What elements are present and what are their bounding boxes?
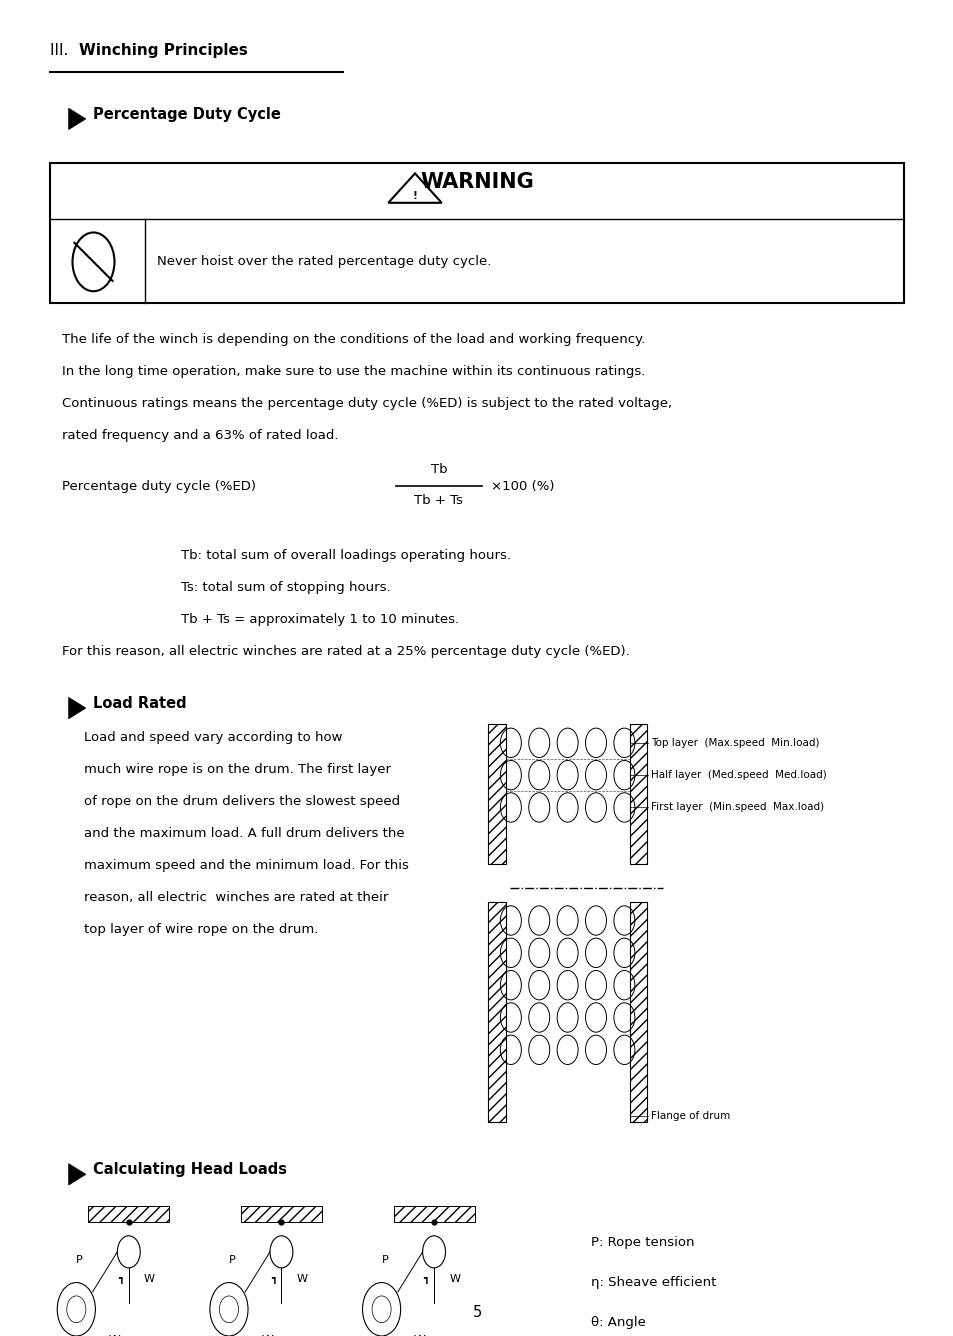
- Bar: [488, 724, 505, 864]
- Bar: [50, 163, 903, 303]
- Text: Load and speed vary according to how: Load and speed vary according to how: [84, 731, 342, 744]
- Text: ┓: ┓: [271, 1273, 276, 1283]
- Bar: [88, 1206, 170, 1222]
- Text: reason, all electric  winches are rated at their: reason, all electric winches are rated a…: [84, 891, 388, 904]
- Text: W: W: [296, 1273, 308, 1284]
- Text: Tb + Ts = approximately 1 to 10 minutes.: Tb + Ts = approximately 1 to 10 minutes.: [181, 613, 459, 627]
- Text: W: W: [414, 1333, 425, 1336]
- Polygon shape: [69, 697, 86, 719]
- Text: ┓: ┓: [423, 1273, 429, 1283]
- Text: For this reason, all electric winches are rated at a 25% percentage duty cycle (: For this reason, all electric winches ar…: [62, 645, 629, 659]
- Text: The life of the winch is depending on the conditions of the load and working fre: The life of the winch is depending on th…: [62, 333, 644, 346]
- Text: Tb + Ts: Tb + Ts: [414, 494, 463, 508]
- Text: rated frequency and a 63% of rated load.: rated frequency and a 63% of rated load.: [62, 429, 338, 442]
- Text: P: P: [229, 1255, 235, 1265]
- Text: W: W: [449, 1273, 460, 1284]
- Text: P: P: [76, 1255, 83, 1265]
- Text: P: Rope tension: P: Rope tension: [591, 1236, 694, 1249]
- Bar: [488, 902, 505, 1122]
- Text: III.: III.: [50, 43, 72, 57]
- Text: Percentage duty cycle (%ED): Percentage duty cycle (%ED): [62, 480, 255, 493]
- Text: WARNING: WARNING: [419, 172, 534, 191]
- Text: θ: Angle: θ: Angle: [591, 1316, 646, 1329]
- Text: Percentage Duty Cycle: Percentage Duty Cycle: [93, 107, 281, 122]
- Text: top layer of wire rope on the drum.: top layer of wire rope on the drum.: [84, 923, 318, 937]
- Text: Flange of drum: Flange of drum: [650, 1110, 729, 1121]
- Bar: [629, 902, 646, 1122]
- Text: Half layer  (Med.speed  Med.load): Half layer (Med.speed Med.load): [650, 770, 825, 780]
- Text: ×100 (%): ×100 (%): [491, 480, 555, 493]
- Text: W: W: [144, 1273, 155, 1284]
- Text: P: P: [381, 1255, 388, 1265]
- Text: First layer  (Min.speed  Max.load): First layer (Min.speed Max.load): [650, 803, 822, 812]
- Text: Ts: total sum of stopping hours.: Ts: total sum of stopping hours.: [181, 581, 391, 595]
- Text: W: W: [109, 1333, 120, 1336]
- Text: η: Sheave efficient: η: Sheave efficient: [591, 1276, 716, 1289]
- Bar: [393, 1206, 475, 1222]
- Text: 5: 5: [472, 1305, 481, 1320]
- Text: much wire rope is on the drum. The first layer: much wire rope is on the drum. The first…: [84, 763, 391, 776]
- Text: Winching Principles: Winching Principles: [79, 43, 248, 57]
- Text: !: !: [412, 191, 417, 202]
- Polygon shape: [69, 1164, 86, 1185]
- Text: Tb: total sum of overall loadings operating hours.: Tb: total sum of overall loadings operat…: [181, 549, 511, 562]
- Text: maximum speed and the minimum load. For this: maximum speed and the minimum load. For …: [84, 859, 409, 872]
- Text: In the long time operation, make sure to use the machine within its continuous r: In the long time operation, make sure to…: [62, 365, 645, 378]
- Text: Calculating Head Loads: Calculating Head Loads: [93, 1162, 287, 1177]
- Bar: [240, 1206, 321, 1222]
- Text: Top layer  (Max.speed  Min.load): Top layer (Max.speed Min.load): [650, 737, 819, 748]
- Text: Continuous ratings means the percentage duty cycle (%ED) is subject to the rated: Continuous ratings means the percentage …: [62, 397, 672, 410]
- Text: Tb: Tb: [430, 462, 447, 476]
- Bar: [629, 724, 646, 864]
- Text: Load Rated: Load Rated: [93, 696, 187, 711]
- Polygon shape: [69, 108, 86, 130]
- Text: Never hoist over the rated percentage duty cycle.: Never hoist over the rated percentage du…: [157, 255, 491, 269]
- Text: ┓: ┓: [118, 1273, 124, 1283]
- Text: and the maximum load. A full drum delivers the: and the maximum load. A full drum delive…: [84, 827, 404, 840]
- Text: of rope on the drum delivers the slowest speed: of rope on the drum delivers the slowest…: [84, 795, 399, 808]
- Text: W: W: [261, 1333, 273, 1336]
